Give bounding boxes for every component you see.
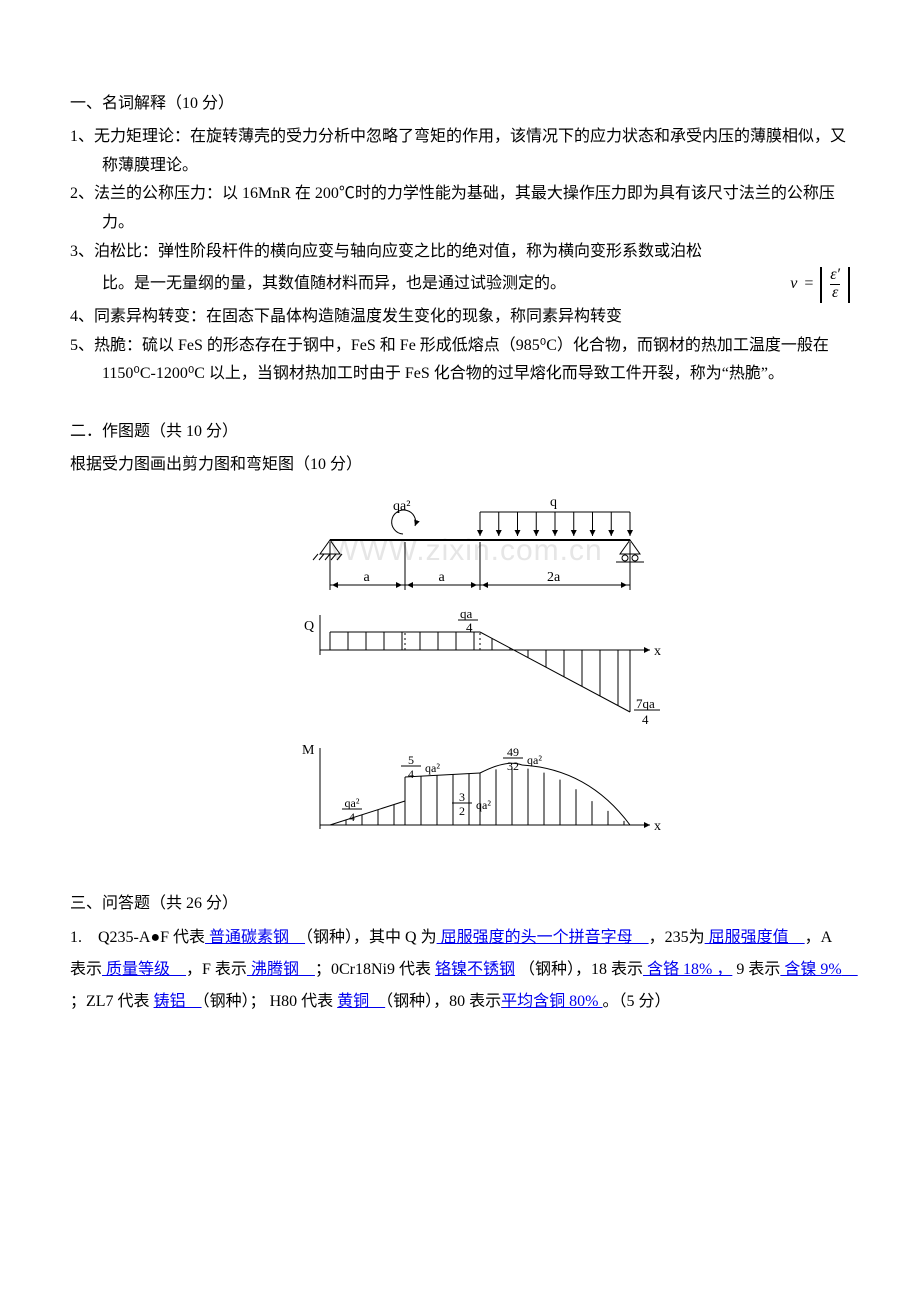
section3-title: 三、问答题（共 26 分） [70,890,850,919]
ans-2: 屈服强度的头一个拼音字母 [437,929,649,946]
ans-7: 含铬 18% ， [643,961,732,978]
q3-t4: ，F 表示 [186,961,247,978]
sec1-item-5: 5、热脆：硫以 FeS 的形态存在于钢中，FeS 和 Fe 形成低熔点（985⁰… [70,332,850,390]
q3-t2: ，235为 [649,929,705,946]
diagram-container: WWW.zixin.com.cnqa²qaa2aQxqa47qa4Mxqa²45… [70,490,850,870]
svg-text:2: 2 [459,804,465,818]
ans-10: 黄铜 [337,993,385,1010]
abs-left [820,267,822,303]
svg-text:WWW.zixin.com.cn: WWW.zixin.com.cn [330,534,603,567]
sec1-item-1: 1、无力矩理论：在旋转薄壳的受力分析中忽略了弯矩的作用，该情况下的应力状态和承受… [70,123,850,181]
q3-t9: （钢种）； H80 代表 [202,993,334,1010]
sec1-item-3b-row: 比。是一无量纲的量，其数值随材料而异，也是通过试验测定的。 ν = ε′ ε [70,267,850,303]
q3-t11: 。（5 分） [603,993,671,1010]
ans-6: 铬镍不锈钢 [435,961,515,978]
ans-8: 含镍 9% [780,961,857,978]
svg-text:5: 5 [408,753,414,767]
eps-prime: ε′ [828,267,842,284]
svg-text:qa²: qa² [527,753,542,767]
svg-text:qa²: qa² [425,761,440,775]
svg-text:7qa: 7qa [636,696,655,711]
svg-text:4: 4 [466,620,473,635]
beam-diagram: WWW.zixin.com.cnqa²qaa2aQxqa47qa4Mxqa²45… [240,490,680,870]
q3-t1: （钢种），其中 Q 为 [305,929,437,946]
sec1-item-2: 2、法兰的公称压力：以 16MnR 在 200℃时的力学性能为基础，其最大操作压… [70,180,850,238]
svg-text:q: q [550,495,557,510]
q3-t6: （钢种），18 表示 [519,961,643,978]
q3-t5: ；0Cr18Ni9 代表 [315,961,435,978]
section2-subtitle: 根据受力图画出剪力图和弯矩图（10 分） [70,451,850,480]
svg-text:qa²: qa² [345,796,360,810]
sec1-item-4: 4、同素异构转变：在固态下晶体构造随温度发生变化的现象，称同素异构转变 [70,303,850,332]
q3-t7: 9 表示 [732,961,780,978]
svg-text:4: 4 [642,712,649,727]
q3-body: 1. Q235-A●F 代表 普通碳素钢 （钢种），其中 Q 为 屈服强度的头一… [70,922,850,1018]
section2-title: 二．作图题（共 10 分） [70,418,850,447]
eq-symbol: = [803,270,814,299]
section1-title: 一、名词解释（10 分） [70,90,850,119]
svg-text:qa²: qa² [476,798,491,812]
svg-text:qa: qa [460,606,473,621]
svg-text:2a: 2a [547,570,561,585]
ans-11: 平均含铜 80% [501,993,602,1010]
svg-text:3: 3 [459,790,465,804]
abs-right [848,267,850,303]
q3-t10: （钢种），80 表示 [385,993,501,1010]
sec1-item-3a: 3、泊松比：弹性阶段杆件的横向应变与轴向应变之比的绝对值，称为横向变形系数或泊松 [70,238,850,267]
poisson-formula: ν = ε′ ε [790,267,850,303]
svg-text:x: x [654,819,661,834]
sec1-item-3b-text: 比。是一无量纲的量，其数值随材料而异，也是通过试验测定的。 [102,270,566,299]
ans-4: 质量等级 [102,961,186,978]
q3-prefix: 1. Q235-A●F 代表 [70,929,205,946]
svg-text:49: 49 [507,745,519,759]
nu-symbol: ν [790,270,797,299]
svg-text:qa²: qa² [393,499,410,514]
svg-text:32: 32 [507,759,519,773]
svg-text:x: x [654,644,661,659]
svg-text:4: 4 [408,767,414,781]
svg-text:M: M [302,743,315,758]
ans-3: 屈服强度值 [705,929,805,946]
q3-t8: ；ZL7 代表 [70,993,154,1010]
ans-5: 沸腾钢 [247,961,315,978]
svg-text:4: 4 [349,810,355,824]
svg-text:Q: Q [304,619,314,634]
svg-text:a: a [364,570,371,585]
eps: ε [830,284,840,302]
svg-text:a: a [439,570,446,585]
eps-fraction: ε′ ε [828,267,842,302]
ans-9: 铸铝 [154,993,202,1010]
ans-1: 普通碳素钢 [205,929,305,946]
